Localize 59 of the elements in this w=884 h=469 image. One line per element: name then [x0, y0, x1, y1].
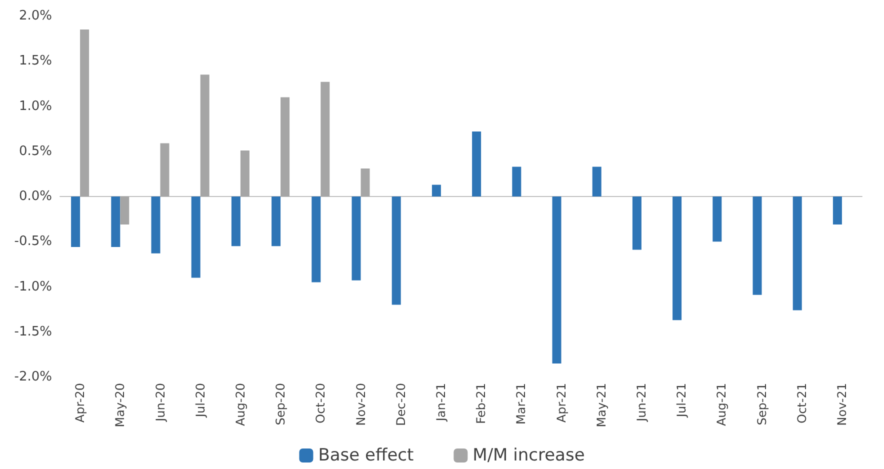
bar: [151, 196, 160, 254]
y-tick-label: -1.0%: [14, 279, 52, 294]
x-tick-label: Jun-21: [634, 383, 648, 422]
bar: [792, 196, 802, 310]
bar: [71, 196, 80, 248]
bar: [592, 166, 602, 196]
bar: [832, 196, 842, 224]
x-tick-label: Apr-20: [73, 383, 88, 423]
x-tick-label: Sep-21: [754, 383, 769, 426]
bar: [231, 196, 240, 246]
bar: [320, 82, 330, 196]
legend-label: Base effect: [318, 446, 414, 466]
bar: [200, 74, 210, 196]
bar: [352, 196, 361, 280]
y-tick-label: 1.5%: [18, 54, 52, 69]
bar: [191, 196, 200, 278]
x-tick-label: Oct-20: [314, 383, 328, 424]
x-tick-label: Nov-20: [354, 383, 368, 426]
legend-label: M/M increase: [472, 446, 585, 466]
x-tick-label: Feb-21: [474, 383, 488, 424]
x-tick-label: Sep-20: [274, 383, 288, 426]
x-tick-label: Aug-20: [233, 383, 248, 426]
x-tick-label: Nov-21: [834, 383, 849, 426]
y-tick-label: 1.0%: [18, 98, 52, 114]
x-tick-label: Dec-20: [394, 383, 408, 426]
bar: [552, 196, 562, 364]
x-tick-label: May-21: [594, 383, 608, 428]
y-tick-label: 2.0%: [18, 8, 52, 24]
x-tick-label: Jul-20: [193, 383, 208, 418]
bar: [432, 184, 441, 196]
bar: [111, 196, 120, 248]
x-tick-label: Apr-21: [554, 383, 568, 423]
bar: [272, 196, 281, 246]
x-tick-label: Oct-21: [794, 383, 809, 424]
y-tick-label: -1.5%: [14, 324, 52, 340]
y-tick-label: 0.0%: [18, 189, 52, 204]
x-tick-label: Jul-21: [674, 383, 689, 418]
bar: [472, 132, 482, 196]
bar: [120, 196, 130, 224]
x-tick-label: Mar-21: [514, 383, 528, 424]
bar: [712, 196, 722, 242]
x-tick-label: May-20: [113, 383, 128, 428]
y-tick-label: -0.5%: [14, 234, 52, 250]
bar: [80, 30, 90, 196]
bar: [632, 196, 642, 250]
x-tick-label: Jan-21: [434, 383, 448, 422]
bar: [512, 166, 522, 196]
bar: [752, 196, 762, 295]
x-tick-label: Jun-20: [153, 383, 168, 422]
y-tick-label: 0.5%: [18, 144, 52, 159]
bar: [280, 97, 290, 196]
bar: [392, 196, 401, 305]
x-tick-label: Aug-21: [714, 383, 729, 426]
bar: [672, 196, 682, 320]
bar: [312, 196, 321, 282]
y-tick-label: -2.0%: [14, 370, 52, 384]
bar: [240, 150, 250, 196]
bar: [160, 143, 170, 196]
bar: [360, 168, 370, 196]
